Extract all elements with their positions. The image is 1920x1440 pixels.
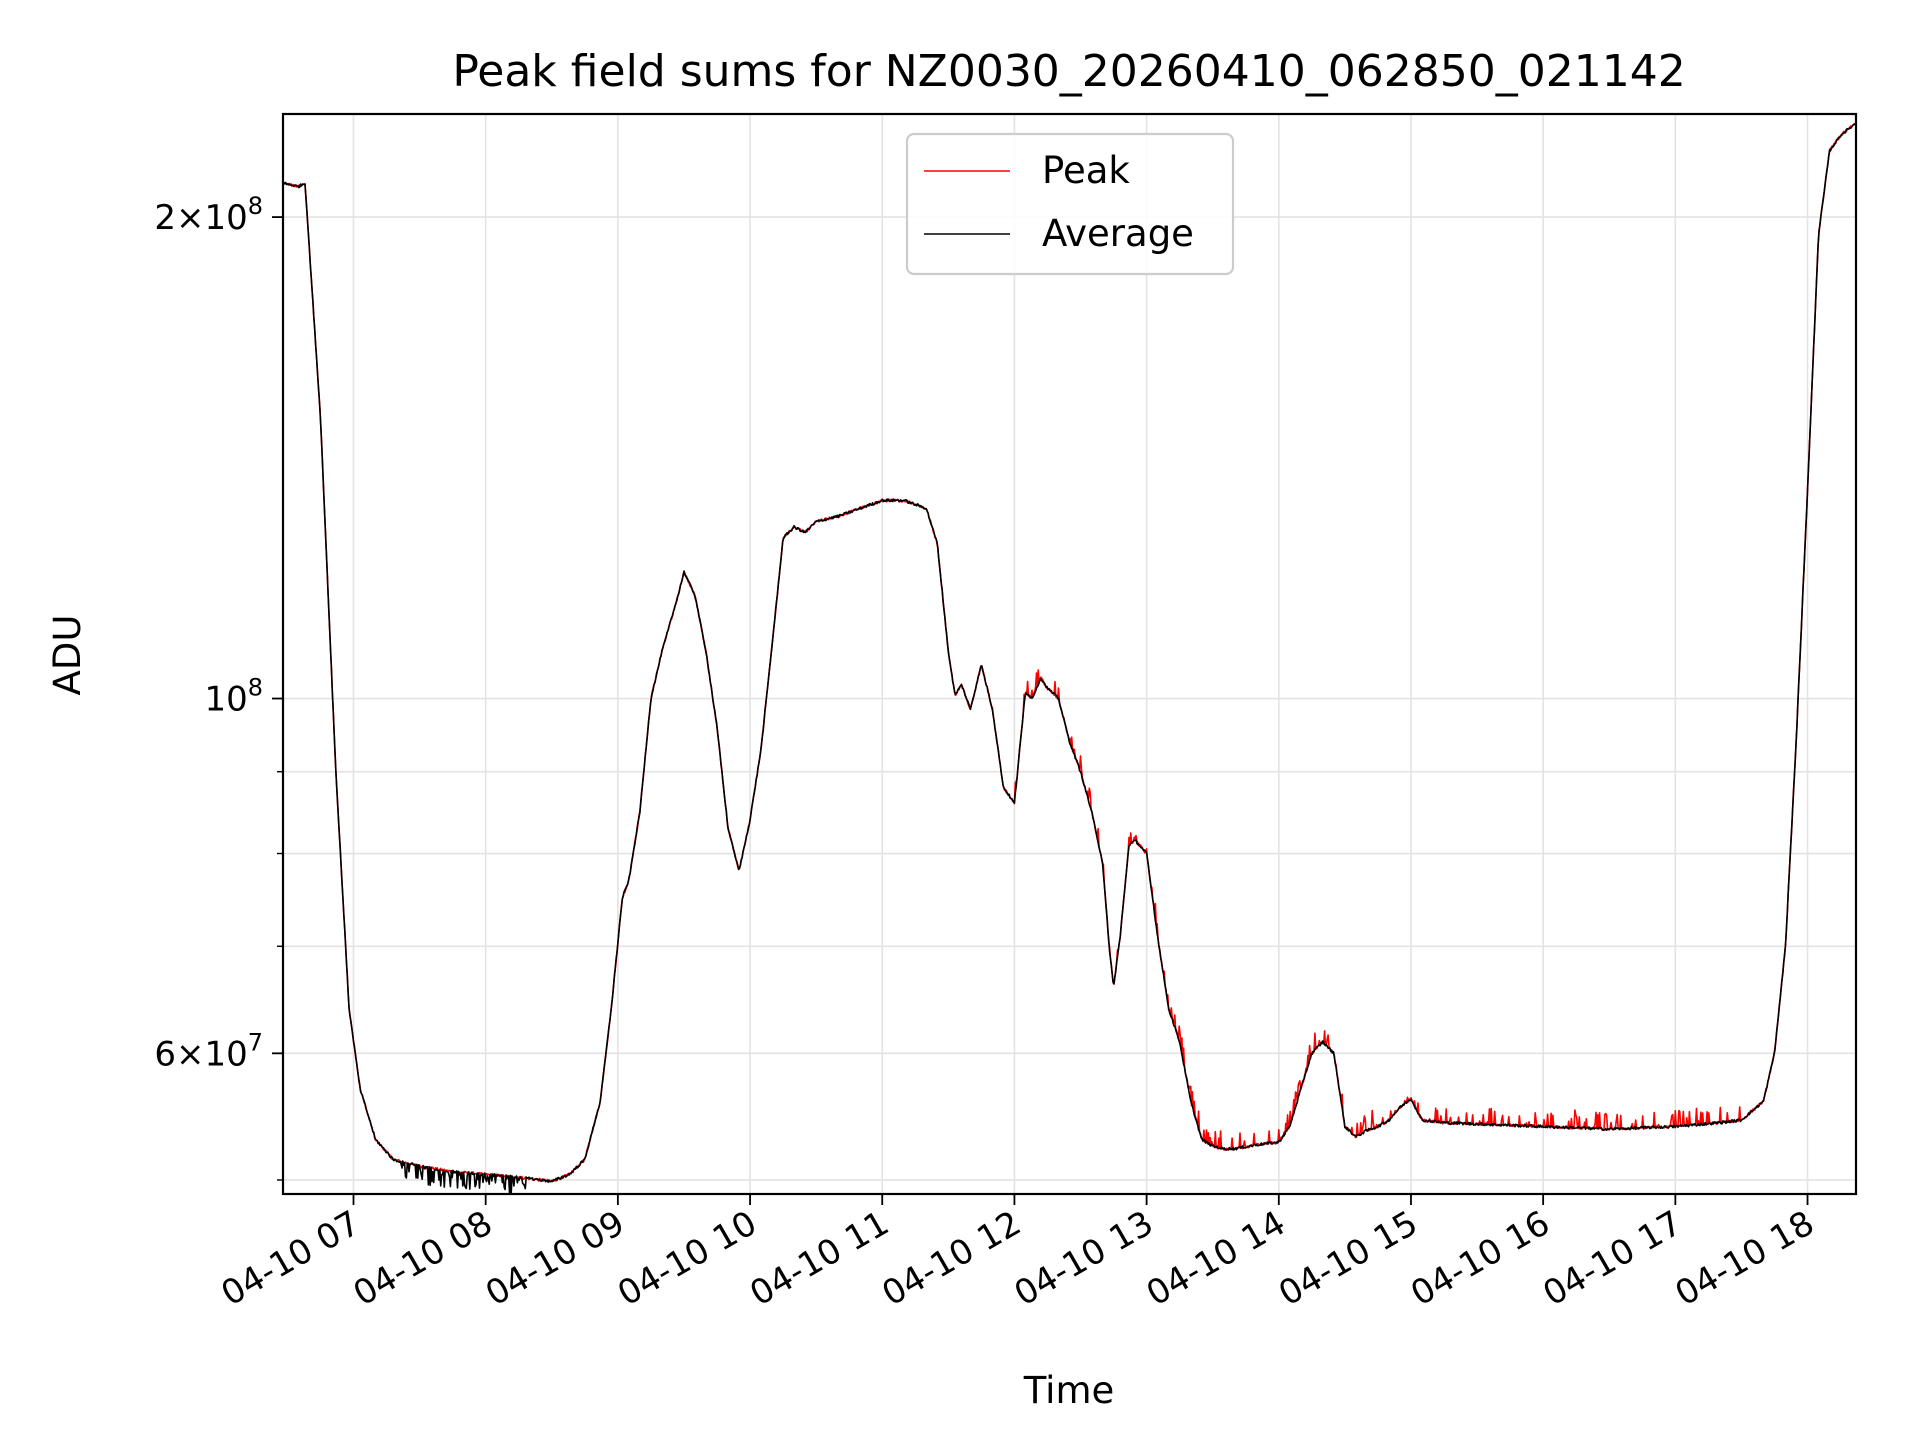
x-tick-label: 04-10 17	[1536, 1203, 1688, 1314]
grid	[283, 114, 1856, 1194]
plot-area	[282, 122, 1857, 1194]
plot-frame	[281, 112, 1858, 1196]
x-tick-label: 04-10 11	[743, 1203, 895, 1314]
legend-label-average: Average	[1042, 212, 1194, 255]
series-line-average	[282, 122, 1857, 1194]
legend: Peak Average	[905, 132, 1235, 276]
y-tick-label: 6×107	[154, 1028, 263, 1074]
x-tick-label: 04-10 16	[1404, 1203, 1556, 1314]
x-tick-label: 04-10 12	[876, 1203, 1028, 1314]
chart-title: Peak field sums for NZ0030_20260410_0628…	[452, 46, 1685, 97]
x-tick-label: 04-10 14	[1140, 1203, 1292, 1314]
legend-label-peak: Peak	[1042, 149, 1130, 192]
x-tick-label: 04-10 13	[1008, 1203, 1160, 1314]
x-tick-label: 04-10 07	[215, 1203, 367, 1314]
y-tick-label: 108	[204, 674, 263, 720]
legend-box	[905, 132, 1235, 276]
x-axis-title: Time	[1023, 1369, 1115, 1412]
y-tick-label: 2×108	[154, 192, 263, 238]
x-tick-label: 04-10 18	[1669, 1203, 1821, 1314]
x-tick-label: 04-10 09	[479, 1203, 631, 1314]
x-tick-label: 04-10 08	[347, 1203, 499, 1314]
x-tick-label: 04-10 10	[611, 1203, 763, 1314]
x-tick-label: 04-10 15	[1272, 1203, 1424, 1314]
y-axis-title: ADU	[46, 615, 89, 696]
series-line-peak	[282, 122, 1857, 1183]
